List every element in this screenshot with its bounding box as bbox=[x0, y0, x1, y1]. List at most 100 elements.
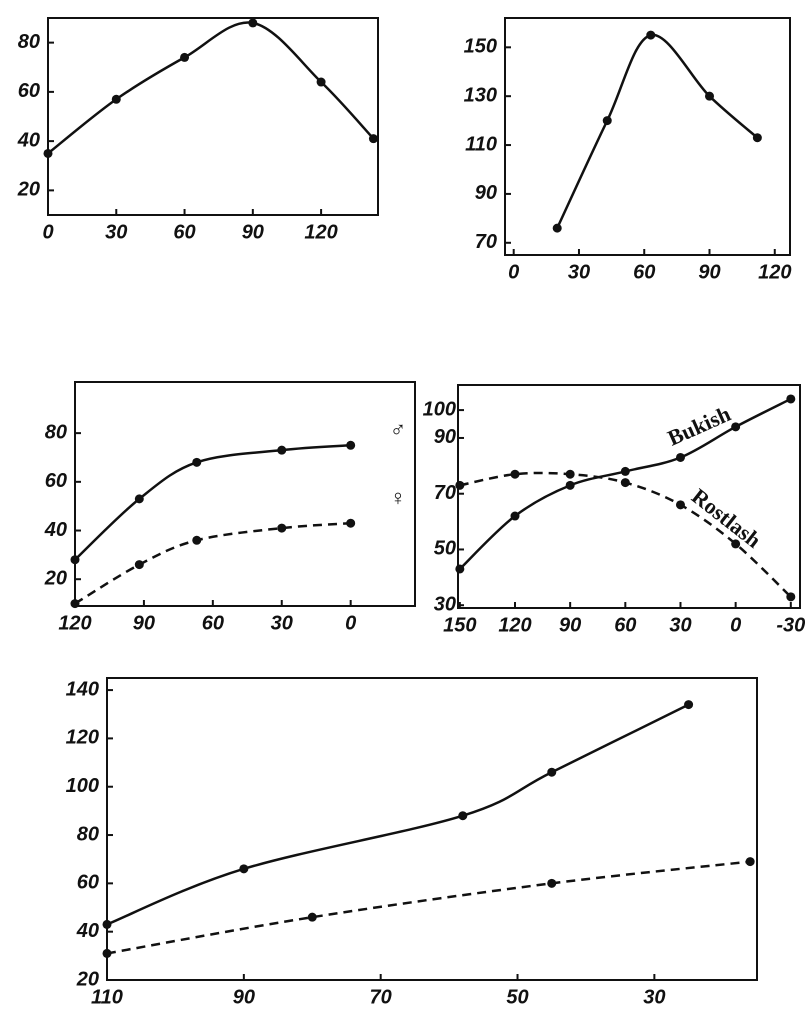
x-tick-label: 120 bbox=[58, 612, 91, 634]
y-tick-label: 110 bbox=[465, 133, 497, 155]
data-point bbox=[180, 52, 190, 62]
x-tick-label: 120 bbox=[498, 614, 531, 636]
x-tick-label: 0 bbox=[345, 612, 356, 634]
data-point bbox=[307, 912, 317, 922]
x-tick-label: 50 bbox=[506, 986, 528, 1008]
x-tick-label: 30 bbox=[271, 612, 293, 634]
data-point bbox=[277, 445, 287, 455]
x-tick-label: 30 bbox=[568, 261, 590, 283]
series-label: Bukish bbox=[664, 401, 735, 451]
data-point bbox=[752, 133, 762, 143]
series-line bbox=[106, 860, 751, 955]
series-label: ♂ bbox=[390, 417, 407, 442]
y-tick-label: 20 bbox=[44, 567, 67, 589]
series-line bbox=[74, 521, 351, 605]
data-point bbox=[731, 539, 741, 549]
data-point bbox=[547, 767, 557, 777]
data-point bbox=[346, 440, 356, 450]
x-tick-label: 120 bbox=[758, 261, 791, 283]
data-point bbox=[675, 500, 685, 510]
x-tick-label: 60 bbox=[633, 261, 655, 283]
data-point bbox=[316, 77, 326, 87]
x-tick-label: 30 bbox=[669, 614, 691, 636]
data-point bbox=[745, 857, 755, 867]
y-tick-label: 30 bbox=[434, 593, 456, 615]
x-tick-label: 60 bbox=[202, 612, 224, 634]
data-point bbox=[368, 134, 378, 144]
data-point bbox=[239, 864, 249, 874]
series-line bbox=[106, 703, 690, 926]
x-tick-label: 60 bbox=[173, 221, 195, 243]
data-point bbox=[620, 466, 630, 476]
y-tick-label: 80 bbox=[45, 421, 67, 443]
data-point bbox=[552, 223, 562, 233]
x-tick-label: 30 bbox=[643, 986, 665, 1008]
y-tick-label: 40 bbox=[17, 129, 40, 151]
data-point bbox=[675, 452, 685, 462]
y-tick-label: 120 bbox=[66, 727, 99, 749]
series-line bbox=[47, 21, 375, 155]
y-tick-label: 50 bbox=[434, 538, 456, 560]
data-point bbox=[786, 394, 796, 404]
series-line bbox=[74, 444, 351, 561]
data-point bbox=[102, 919, 112, 929]
data-point bbox=[134, 494, 144, 504]
y-tick-label: 70 bbox=[434, 482, 456, 504]
x-tick-label: 0 bbox=[42, 221, 53, 243]
data-point bbox=[602, 116, 612, 126]
y-tick-label: 90 bbox=[434, 426, 456, 448]
data-point bbox=[346, 518, 356, 528]
x-tick-label: 0 bbox=[508, 261, 519, 283]
y-tick-label: 60 bbox=[77, 872, 99, 894]
y-tick-label: 150 bbox=[464, 36, 497, 58]
data-point bbox=[192, 457, 202, 467]
y-tick-label: 20 bbox=[17, 179, 40, 201]
data-point bbox=[455, 564, 465, 574]
plot-frame bbox=[457, 384, 801, 609]
y-tick-label: 70 bbox=[475, 231, 497, 253]
x-tick-label: 110 bbox=[91, 986, 123, 1008]
series-label: ♀ bbox=[390, 485, 407, 510]
y-tick-label: 90 bbox=[475, 182, 497, 204]
y-tick-label: 80 bbox=[77, 823, 99, 845]
data-point bbox=[248, 18, 258, 28]
plot-frame bbox=[74, 381, 416, 607]
data-point bbox=[455, 480, 465, 490]
data-point bbox=[102, 948, 112, 958]
data-point bbox=[705, 91, 715, 101]
data-point bbox=[43, 148, 53, 158]
plot-frame bbox=[47, 17, 379, 216]
data-point bbox=[134, 560, 144, 570]
x-tick-label: -30 bbox=[776, 614, 805, 636]
data-point bbox=[620, 478, 630, 488]
series-label: Rostlash bbox=[687, 483, 766, 552]
data-point bbox=[510, 469, 520, 479]
data-point bbox=[565, 480, 575, 490]
data-point bbox=[111, 94, 121, 104]
x-tick-label: 90 bbox=[242, 221, 264, 243]
x-tick-label: 90 bbox=[133, 612, 155, 634]
y-tick-label: 140 bbox=[66, 678, 99, 700]
x-tick-label: 90 bbox=[559, 614, 581, 636]
data-point bbox=[646, 30, 656, 40]
data-point bbox=[277, 523, 287, 533]
x-tick-label: 90 bbox=[233, 986, 255, 1008]
data-point bbox=[510, 511, 520, 521]
data-point bbox=[731, 422, 741, 432]
y-tick-label: 100 bbox=[423, 398, 456, 420]
x-tick-label: 30 bbox=[105, 221, 127, 243]
x-tick-label: 120 bbox=[304, 221, 337, 243]
x-tick-label: 0 bbox=[730, 614, 741, 636]
plot-frame bbox=[504, 17, 791, 256]
y-tick-label: 80 bbox=[18, 31, 40, 53]
x-tick-label: 70 bbox=[370, 986, 392, 1008]
series-line bbox=[556, 33, 759, 229]
data-point bbox=[70, 599, 80, 609]
data-point bbox=[565, 469, 575, 479]
x-tick-label: 60 bbox=[614, 614, 636, 636]
data-point bbox=[684, 700, 694, 710]
y-tick-label: 40 bbox=[44, 519, 67, 541]
data-point bbox=[192, 535, 202, 545]
y-tick-label: 130 bbox=[464, 84, 497, 106]
